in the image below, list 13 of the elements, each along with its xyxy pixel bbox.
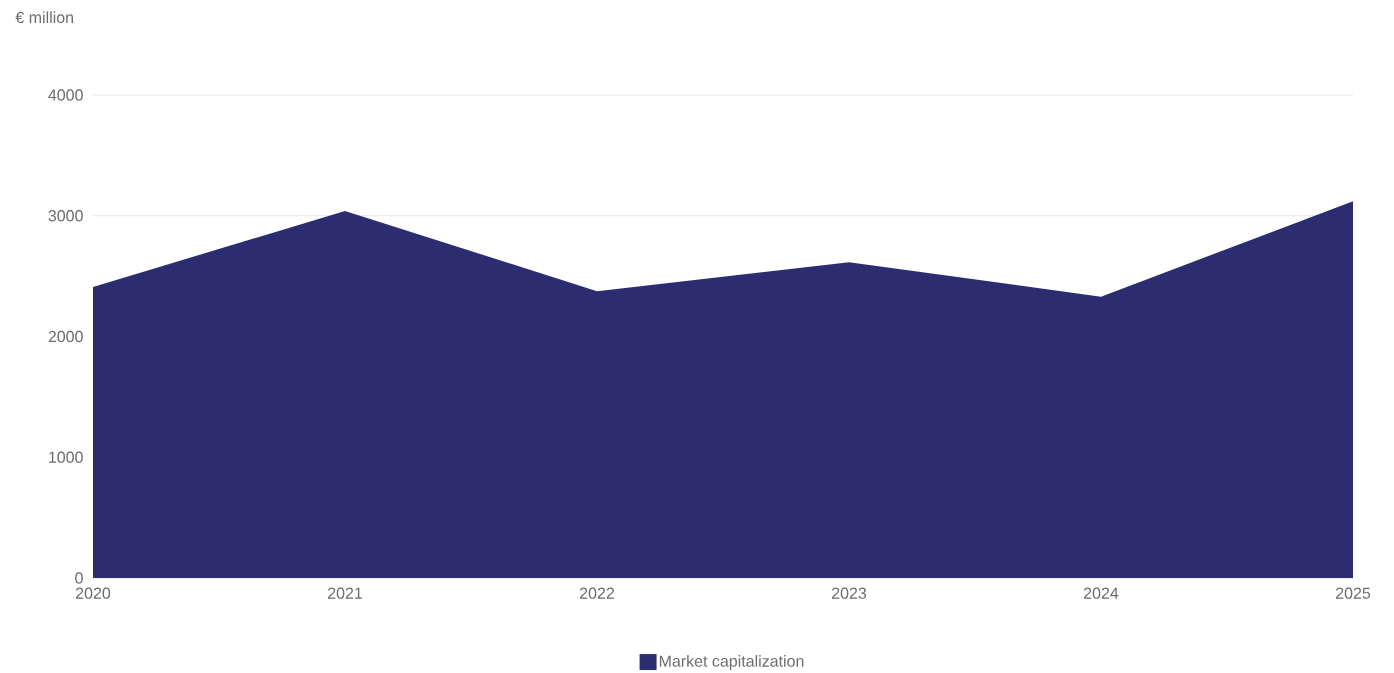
y-tick-label: 3000 (48, 210, 83, 222)
x-tick-label: 2025 (1336, 587, 1371, 599)
y-tick-label: 2000 (48, 330, 83, 343)
legend-label: Market capitalization (659, 655, 804, 670)
y-tick-label: 0 (75, 572, 83, 584)
x-tick-label: 2023 (832, 587, 867, 599)
y-axis-title: € million (15, 11, 73, 24)
x-tick-label: 2024 (1084, 587, 1119, 599)
x-tick-label: 2021 (328, 587, 362, 599)
x-tick-label: 2020 (76, 587, 111, 599)
y-tick-label: 1000 (49, 451, 83, 463)
y-tick-label: 4000 (48, 89, 83, 101)
x-tick-label: 2022 (580, 587, 614, 599)
